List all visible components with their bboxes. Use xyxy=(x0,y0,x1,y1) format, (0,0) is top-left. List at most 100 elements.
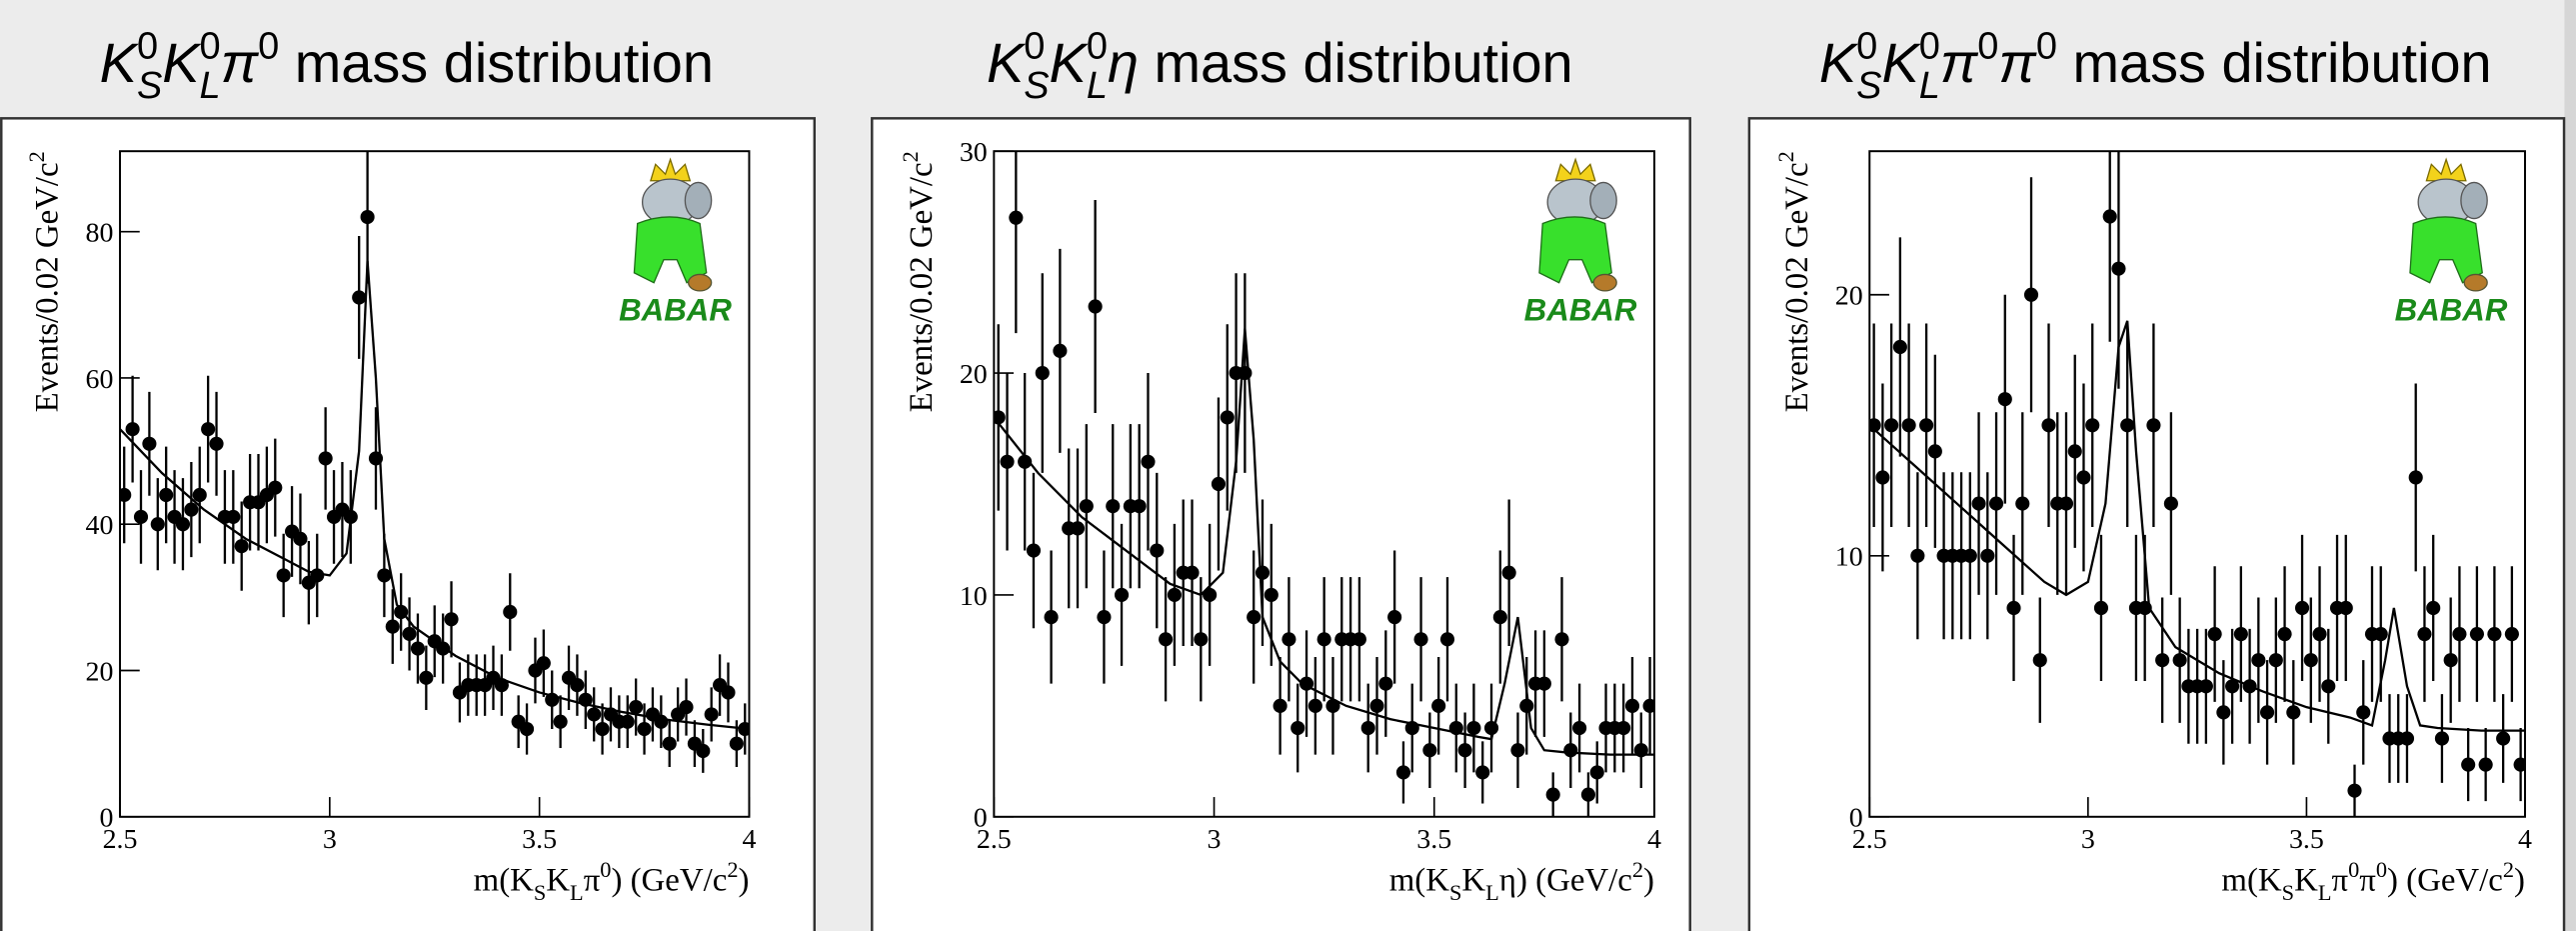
data-point xyxy=(1369,698,1384,713)
data-point xyxy=(133,509,149,524)
data-point xyxy=(444,612,459,627)
data-point xyxy=(1307,698,1322,713)
subscript: S xyxy=(1449,880,1461,905)
data-point xyxy=(1387,610,1402,625)
y-tick-label: 30 xyxy=(960,137,988,168)
data-point xyxy=(587,707,602,722)
superscript: 2 xyxy=(727,857,738,882)
data-point xyxy=(2399,731,2415,746)
superscript: 0 xyxy=(258,26,279,68)
data-point xyxy=(377,568,392,583)
data-point xyxy=(2434,731,2450,746)
text-part: Events/0.02 GeV/c xyxy=(30,162,66,412)
text-part: ) xyxy=(2514,863,2525,899)
logo-shoe xyxy=(687,273,713,292)
data-point xyxy=(2198,679,2213,694)
data-point xyxy=(2015,496,2030,511)
data-point xyxy=(994,410,1006,425)
data-point xyxy=(1624,698,1640,713)
data-point xyxy=(1927,444,1942,459)
text-part: m(K xyxy=(1389,863,1450,899)
data-point xyxy=(2268,653,2283,668)
data-point xyxy=(192,487,207,503)
y-axis-label: Events/0.02 GeV/c2 xyxy=(1773,151,1815,412)
data-point xyxy=(226,509,241,524)
data-point xyxy=(1009,210,1024,225)
fit-curve xyxy=(1869,320,2525,732)
data-point xyxy=(2102,209,2117,224)
data-point xyxy=(2303,653,2318,668)
data-point xyxy=(1457,743,1472,758)
data-point xyxy=(2469,627,2484,642)
data-point xyxy=(436,641,451,656)
text-part: mass distribution xyxy=(1139,31,1573,94)
text-part: K xyxy=(1819,31,1859,94)
text-part: m(K xyxy=(474,863,535,899)
x-tick-label: 4 xyxy=(2518,824,2532,855)
superscript: 0 xyxy=(600,857,611,882)
data-point xyxy=(2093,600,2109,616)
x-tick-label: 3.5 xyxy=(2289,824,2324,855)
text-part: ) xyxy=(739,863,750,899)
data-point xyxy=(1589,765,1604,780)
data-point xyxy=(1448,720,1463,736)
text-part: ) (GeV/c xyxy=(2387,863,2503,899)
data-point xyxy=(729,736,744,751)
data-point xyxy=(2260,705,2275,720)
subscript: S xyxy=(1024,65,1049,107)
text-part: π xyxy=(2331,863,2348,899)
data-point xyxy=(738,721,750,737)
data-point xyxy=(1220,410,1235,425)
logo-ear xyxy=(684,181,713,220)
data-point xyxy=(1378,676,1393,691)
data-point xyxy=(1167,587,1182,602)
x-tick-label: 3.5 xyxy=(1416,824,1451,855)
data-point xyxy=(2513,757,2525,772)
data-point xyxy=(2058,496,2074,511)
data-point xyxy=(2373,627,2388,642)
subscript: L xyxy=(570,880,584,905)
data-layer xyxy=(120,151,750,773)
data-point xyxy=(1892,339,1907,355)
y-tick-label: 80 xyxy=(86,218,114,249)
data-point xyxy=(1413,632,1428,647)
logo-text: BABAR xyxy=(2395,292,2508,327)
text-part: Events/0.02 GeV/c xyxy=(904,162,940,412)
data-point xyxy=(1273,698,1288,713)
data-point xyxy=(1150,543,1165,558)
data-point xyxy=(2321,679,2336,694)
data-point xyxy=(2111,261,2126,276)
data-point xyxy=(1018,454,1033,469)
data-point xyxy=(1255,565,1271,580)
data-point xyxy=(2356,705,2371,720)
data-point xyxy=(570,678,585,693)
data-point xyxy=(1475,765,1490,780)
text-part: η xyxy=(1108,31,1139,94)
plot-frame xyxy=(119,150,751,818)
data-point xyxy=(2426,600,2441,616)
data-point xyxy=(1919,418,1934,433)
data-point xyxy=(1159,632,1174,647)
data-point xyxy=(2085,418,2100,433)
text-part: π xyxy=(2359,863,2376,899)
data-point xyxy=(293,531,308,546)
data-point xyxy=(1884,418,1899,433)
data-point xyxy=(2294,600,2310,616)
x-tick-label: 3.5 xyxy=(522,824,557,855)
data-point xyxy=(1141,454,1156,469)
data-point xyxy=(1633,743,1648,758)
data-point xyxy=(1325,698,1340,713)
data-point xyxy=(1563,743,1578,758)
data-point xyxy=(2408,470,2423,485)
text-part: K xyxy=(546,863,570,899)
data-point xyxy=(679,700,694,715)
data-point xyxy=(1980,548,1995,563)
data-point xyxy=(1910,548,1925,563)
y-axis-label: Events/0.02 GeV/c2 xyxy=(898,151,940,412)
x-tick-label: 3 xyxy=(1208,824,1222,855)
text-part: K xyxy=(987,31,1027,94)
superscript: 2 xyxy=(2503,857,2514,882)
data-point xyxy=(201,422,216,437)
